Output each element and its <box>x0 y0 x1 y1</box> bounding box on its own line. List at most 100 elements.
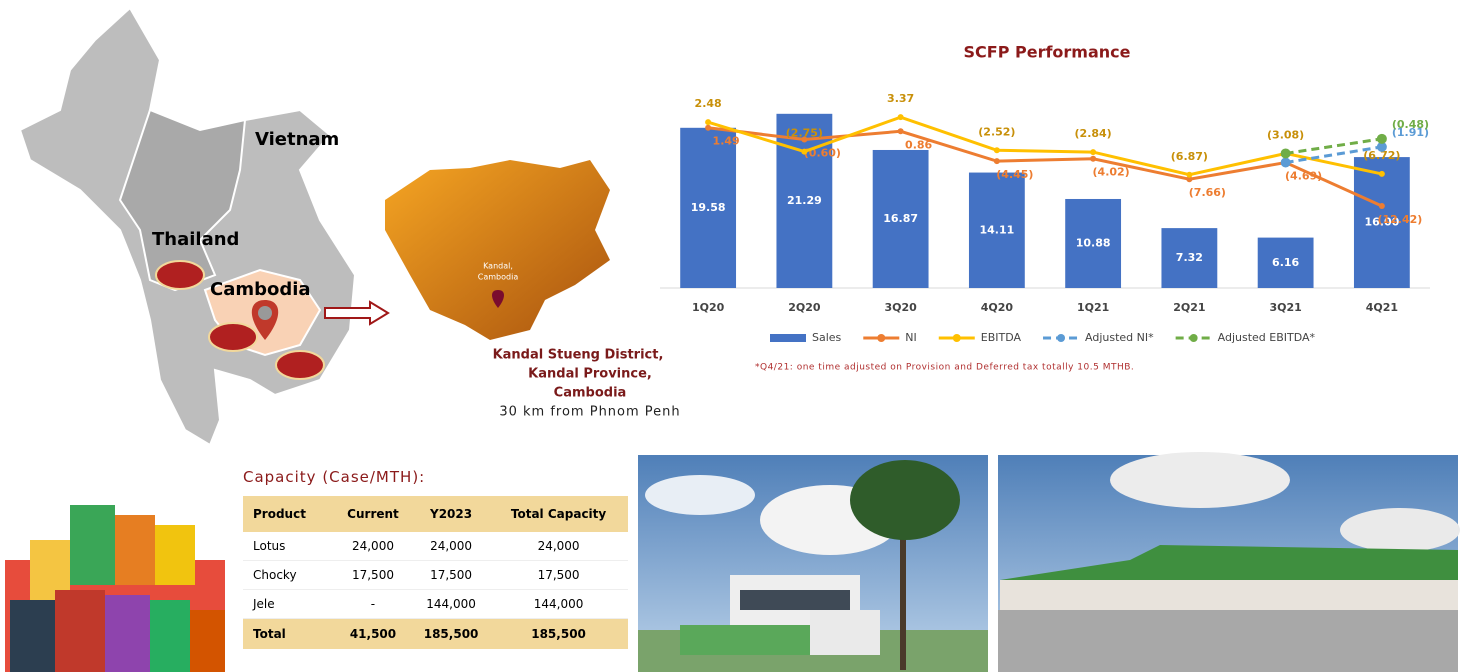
point <box>1186 171 1193 178</box>
x-tick-label: 3Q20 <box>884 301 917 314</box>
table-cell: 24,000 <box>413 532 490 561</box>
legend-swatch <box>877 334 886 342</box>
bar <box>1161 228 1218 288</box>
data-label: (2.75) <box>786 127 823 140</box>
data-label: (6.87) <box>1171 150 1208 163</box>
table-cell: 185,500 <box>489 618 628 649</box>
table-cell: 24,000 <box>489 532 628 561</box>
point <box>1376 133 1387 144</box>
bar <box>680 127 737 288</box>
capacity-title: Capacity (Case/MTH): <box>243 468 426 486</box>
pin-dot <box>258 306 272 320</box>
point <box>705 119 712 126</box>
chart-title: SCFP Performance <box>964 43 1131 62</box>
table-cell: 185,500 <box>413 618 490 649</box>
data-label: 10.88 <box>1076 236 1111 249</box>
chart: 1Q20 2Q20 3Q20 4Q20 1Q21 2Q21 3Q21 4Q21 19.58 21.… <box>660 92 1430 344</box>
factory-photo <box>638 455 988 672</box>
data-label: 19.58 <box>691 201 726 214</box>
cambodia-inset <box>385 160 610 340</box>
address: Kandal Province, <box>528 367 652 382</box>
table-cell: 41,500 <box>332 618 414 649</box>
data-label: (4.02) <box>1093 166 1130 179</box>
inset-label: Cambodia <box>478 273 519 282</box>
address: Cambodia <box>554 386 627 401</box>
data-label: (7.66) <box>1189 186 1226 199</box>
bar <box>776 113 833 289</box>
data-label: (3.08) <box>1267 128 1304 141</box>
table-cell: Chocky <box>243 560 333 590</box>
address: Kandal Stueng District, <box>493 348 664 363</box>
legend-swatch <box>952 334 961 342</box>
data-label: 2.48 <box>695 97 722 110</box>
data-label: 14.11 <box>979 223 1014 236</box>
table-cell: Jele <box>243 589 333 619</box>
data-label: (4.69) <box>1285 170 1322 183</box>
point <box>705 124 712 131</box>
inset-pin <box>492 290 504 308</box>
products-photo <box>5 505 225 672</box>
x-tick-label: 1Q20 <box>692 301 725 314</box>
capacity-table: Product Current Y2023 Total Capacity Lotus 24… <box>243 496 628 649</box>
legend-label: NI <box>905 331 916 344</box>
line <box>707 115 1383 177</box>
distance: 30 km from Phnom Penh <box>499 405 680 420</box>
factory-icons <box>155 260 325 380</box>
legend-label: Adjusted EBITDA* <box>1218 331 1316 344</box>
bar <box>1065 198 1122 288</box>
line <box>1285 137 1383 155</box>
bar <box>872 149 929 288</box>
point <box>993 147 1000 154</box>
legend-swatch <box>770 334 806 342</box>
data-label: 16.00 <box>1364 216 1399 229</box>
arrow <box>324 300 390 326</box>
point <box>1280 148 1291 159</box>
table-cell: Total <box>243 618 333 649</box>
legend-swatch <box>1189 334 1198 342</box>
capacity: Capacity (Case/MTH): Product Current Y2023… <box>243 468 628 649</box>
header-cell: Product <box>243 496 333 532</box>
data-label: (0.48) <box>1392 118 1429 131</box>
data-label: 1.49 <box>713 135 740 148</box>
data-label: 7.32 <box>1176 251 1203 264</box>
table-cell: 24,000 <box>332 532 414 561</box>
point <box>993 158 1000 165</box>
point <box>1090 155 1097 162</box>
table-cell: 144,000 <box>489 589 628 619</box>
bar <box>1353 157 1410 288</box>
header-cell: Total Capacity <box>489 496 628 532</box>
header-cell: Current <box>332 496 414 532</box>
legend-label: EBITDA <box>981 331 1022 344</box>
map-thailand <box>118 108 247 292</box>
country-label: Vietnam <box>255 129 339 150</box>
legend-label: Sales <box>812 331 842 344</box>
table-row: Jele -144,000 144,000 <box>243 589 628 619</box>
legend-label: Adjusted NI* <box>1085 331 1154 344</box>
point <box>1378 202 1385 209</box>
table-row: Total 41,500 185,500 185,500 <box>243 618 628 649</box>
line <box>1285 145 1383 164</box>
point <box>801 136 808 143</box>
data-label: (1.91) <box>1392 126 1429 139</box>
data-label: 6.16 <box>1272 256 1299 269</box>
footnote: *Q4/21: one time adjusted on Provision a… <box>755 363 1134 373</box>
table-cell: 144,000 <box>413 589 490 619</box>
header-cell: Y2023 <box>413 496 490 532</box>
point <box>1378 170 1385 177</box>
point <box>1280 157 1291 168</box>
x-tick-label: 1Q21 <box>1077 301 1109 314</box>
data-label: (6.72) <box>1363 149 1400 162</box>
data-label: 16.87 <box>883 212 918 225</box>
table-row: Lotus 24,000 24,000 24,000 <box>243 532 628 561</box>
data-label: 3.37 <box>887 92 914 105</box>
point <box>1186 176 1193 183</box>
inset-label: Kandal, <box>483 262 513 271</box>
data-label: (4.45) <box>996 168 1033 181</box>
point <box>1376 141 1387 152</box>
x-tick-label: 4Q20 <box>981 301 1014 314</box>
bar <box>1257 237 1314 288</box>
table-cell: - <box>332 589 414 619</box>
data-label: (2.52) <box>978 125 1015 138</box>
